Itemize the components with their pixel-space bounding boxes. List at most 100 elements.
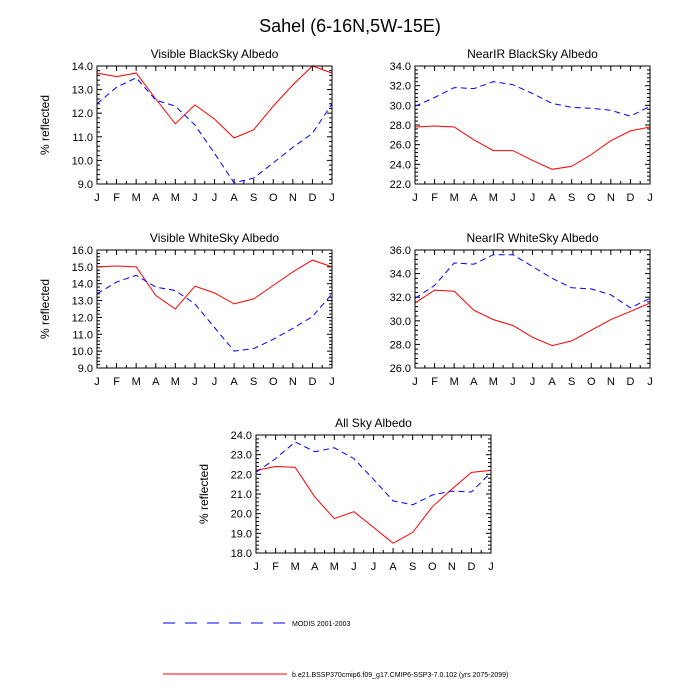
x-tick-label: J [412,192,418,204]
x-tick-label: J [351,561,357,573]
x-tick-label: M [171,376,180,388]
y-tick-label: 26.0 [390,140,411,152]
series-line-model [96,259,333,310]
series-line-model [414,125,651,170]
x-tick-label: D [308,192,316,204]
y-tick-label: 30.0 [390,100,411,112]
x-tick-label: J [329,192,335,204]
y-tick-label: 20.0 [231,509,252,521]
x-tick-label: J [530,376,536,388]
x-tick-label: A [230,192,238,204]
x-tick-label: A [230,376,238,388]
plot-frame [414,249,651,369]
panel-title: All Sky Albedo [335,416,412,430]
series-line-model [96,65,333,139]
y-tick-label: 19.0 [231,528,252,540]
x-tick-label: N [607,376,615,388]
x-tick-label: M [489,192,498,204]
y-tick-label: 12.0 [72,108,93,120]
y-tick-label: 16.0 [72,245,93,257]
x-tick-label: D [626,192,634,204]
x-tick-label: O [269,192,278,204]
y-tick-label: 10.0 [72,346,93,358]
x-tick-label: J [488,561,494,573]
y-tick-label: 28.0 [390,120,411,132]
y-tick-label: 11.0 [72,132,93,144]
x-tick-label: M [171,192,180,204]
x-tick-label: D [467,561,475,573]
x-tick-label: N [289,192,297,204]
x-tick-label: S [250,376,257,388]
x-tick-label: A [152,376,160,388]
y-tick-label: 24.0 [390,159,411,171]
y-tick-label: 13.0 [72,296,93,308]
x-tick-label: M [291,561,300,573]
x-tick-label: A [548,192,556,204]
series-line-model [255,465,492,544]
y-tick-label: 26.0 [390,363,411,375]
x-tick-label: J [94,192,100,204]
series-line-model [414,289,651,347]
x-tick-label: A [152,192,160,204]
x-tick-label: J [94,376,100,388]
x-tick-label: J [510,192,516,204]
x-tick-label: O [269,376,278,388]
series-line-modis [414,254,651,309]
x-tick-label: M [450,192,459,204]
y-tick-label: 23.0 [231,450,252,462]
x-tick-label: O [587,376,596,388]
series-line-modis [96,274,333,352]
x-tick-label: J [647,376,653,388]
y-axis-label: % reflected [38,279,52,339]
x-tick-label: A [470,376,478,388]
x-tick-label: M [450,376,459,388]
y-axis-label: % reflected [197,464,211,524]
plot-frame [255,434,492,554]
x-tick-label: M [489,376,498,388]
x-tick-label: M [330,561,339,573]
x-tick-label: A [470,192,478,204]
legend: MODIS 2001-2003 b.e21.BSSP370cmip6.f09_g1… [163,621,508,679]
y-tick-label: 34.0 [390,269,411,281]
x-tick-label: J [412,376,418,388]
x-tick-label: S [250,192,257,204]
x-tick-label: N [448,561,456,573]
x-tick-label: M [132,376,141,388]
x-tick-label: J [329,376,335,388]
y-tick-label: 24.0 [231,430,252,442]
x-tick-label: S [568,192,575,204]
plot-frame [96,249,333,369]
y-tick-label: 36.0 [390,245,411,257]
x-tick-label: J [647,192,653,204]
x-tick-label: F [113,376,120,388]
x-tick-label: M [132,192,141,204]
panel-title: NearIR BlackSky Albedo [467,47,598,61]
x-tick-label: J [192,376,198,388]
x-tick-label: S [568,376,575,388]
y-tick-label: 15.0 [72,262,93,274]
x-tick-label: J [212,192,218,204]
plot-frame [96,65,333,185]
y-tick-label: 18.0 [231,548,252,560]
x-tick-label: D [626,376,634,388]
legend-label: b.e21.BSSP370cmip6.f09_g17.CMIP6-SSP3-7.… [292,672,508,679]
x-tick-label: F [431,192,438,204]
y-tick-label: 32.0 [390,292,411,304]
x-tick-label: J [371,561,377,573]
series-line-modis [96,77,333,184]
y-tick-label: 9.0 [78,363,93,375]
y-tick-label: 10.0 [72,155,93,167]
y-tick-label: 13.0 [72,85,93,97]
x-tick-label: A [548,376,556,388]
x-tick-label: J [192,192,198,204]
x-tick-label: O [587,192,596,204]
y-tick-label: 14.0 [72,61,93,73]
y-axis-label: % reflected [38,95,52,155]
y-tick-label: 14.0 [72,279,93,291]
y-tick-label: 21.0 [231,489,252,501]
